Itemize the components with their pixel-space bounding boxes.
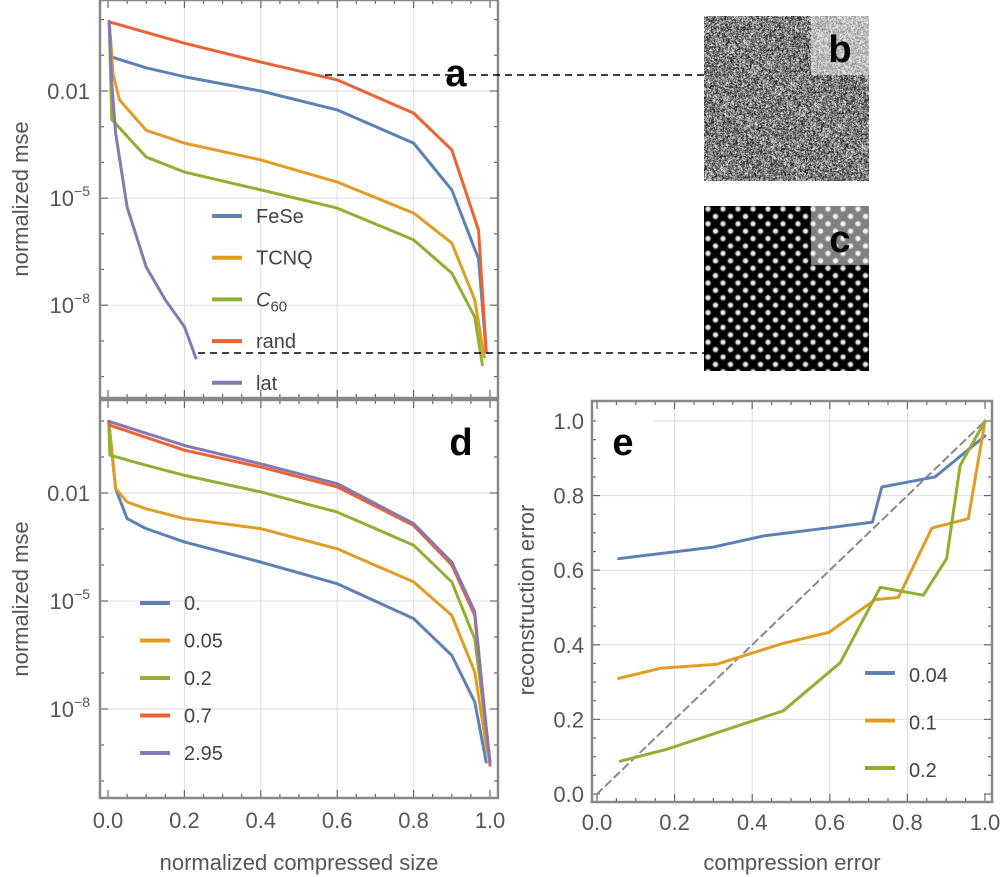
lattice-image-c [704,206,869,371]
legend-subscript: 60 [270,298,287,315]
panel-label-b: b [828,29,851,71]
y-tick-label-d: 0.01 [47,481,90,506]
x-axis-label-d: normalized compressed size [160,850,439,875]
legend-name: 0.7 [184,706,212,728]
plot-frame-a [98,0,500,400]
legend-label-a: C60 [256,289,287,315]
x-tick-label-d: 0.0 [93,808,124,833]
legend-label-a: FeSe [256,206,304,228]
plot-frame-e [590,399,994,804]
legend-name: 0.2 [184,668,212,690]
legend-label-a: lat [256,373,278,395]
x-tick-label-d: 0.6 [322,808,353,833]
diagonal-reference-line [596,420,986,795]
legend-label-e: 0.04 [909,665,948,687]
series-line-e [617,419,987,680]
legend-label-d: 0. [184,593,201,615]
panel-label-bg-a [428,12,488,66]
y-tick-label-e: 0.8 [553,484,584,509]
y-tick-exponent: −8 [74,694,90,710]
x-tick-label-e: 0.2 [659,810,690,835]
legend-label-d: 0.05 [184,631,223,653]
x-tick-label-d: 1.0 [475,808,506,833]
panel-label-c: c [829,219,850,261]
series-line-d [107,419,492,764]
y-tick-label-e: 0.4 [553,633,584,658]
legend-name: rand [256,331,296,353]
legend-label-e: 0.1 [909,713,937,735]
legend-name: 0. [184,593,201,615]
x-tick-label-e: 0.6 [815,810,846,835]
x-tick-label-e: 0.8 [892,810,923,835]
series-line-d [107,419,492,764]
x-tick-label-e: 1.0 [970,810,1001,835]
legend-name: FeSe [256,206,304,228]
y-tick-exponent: −8 [74,290,90,306]
legend-label-a: TCNQ [256,248,313,270]
series-line-a [107,19,486,359]
series-line-e [618,419,987,763]
series-line-e [617,434,987,561]
x-tick-label-e: 0.4 [737,810,768,835]
series-line-d [107,419,492,764]
y-axis-label-e: reconstruction error [514,505,539,696]
panel-label-d: d [449,422,472,464]
y-axis-label-d: normalized mse [8,521,33,676]
legend-name: TCNQ [256,248,313,270]
series-line-a [108,20,488,354]
legend-label-e: 0.2 [909,760,937,782]
y-tick-label-e: 0.0 [553,782,584,807]
y-tick-label-a: 0.01 [47,79,90,104]
plot-frame-d [98,398,500,800]
legend-label-d: 2.95 [184,743,223,765]
panel-label-e: e [612,422,633,464]
series-line-d [107,419,488,764]
x-tick-label-e: 0.0 [582,810,613,835]
y-tick-base: 0.01 [47,79,90,104]
y-tick-label-e: 0.6 [553,558,584,583]
series-line-a [107,19,484,367]
y-tick-base: 10 [50,293,74,318]
y-tick-label-e: 0.2 [553,707,584,732]
panel-label-a: a [445,53,467,95]
y-tick-base: 0.01 [47,481,90,506]
x-tick-label-d: 0.8 [398,808,429,833]
x-axis-label-e: compression error [703,850,880,875]
x-tick-label-d: 0.4 [246,808,277,833]
legend-name: 2.95 [184,743,223,765]
series-line-a [107,19,488,354]
random-image-b [704,16,869,181]
y-tick-exponent: −5 [74,586,90,602]
legend-name: 0.05 [184,631,223,653]
y-tick-base: 10 [50,186,74,211]
series-line-a [107,19,198,360]
y-tick-label-a: 10−5 [50,183,91,211]
y-tick-label-a: 10−8 [50,290,91,318]
y-tick-exponent: −5 [74,183,90,199]
y-axis-label-a: normalized mse [8,121,33,276]
y-tick-label-e: 1.0 [553,409,584,434]
x-tick-label-d: 0.2 [169,808,200,833]
panel-label-bg-e [596,418,654,472]
legend-name: lat [256,373,278,395]
legend-name: C [256,289,271,311]
legend-label-d: 0.2 [184,668,212,690]
legend-label-a: rand [256,331,296,353]
panel-label-bg-d [428,412,488,466]
y-tick-label-d: 10−8 [50,694,91,722]
y-tick-base: 10 [50,697,74,722]
y-tick-label-d: 10−5 [50,586,91,614]
y-tick-base: 10 [50,589,74,614]
legend-label-d: 0.7 [184,706,212,728]
